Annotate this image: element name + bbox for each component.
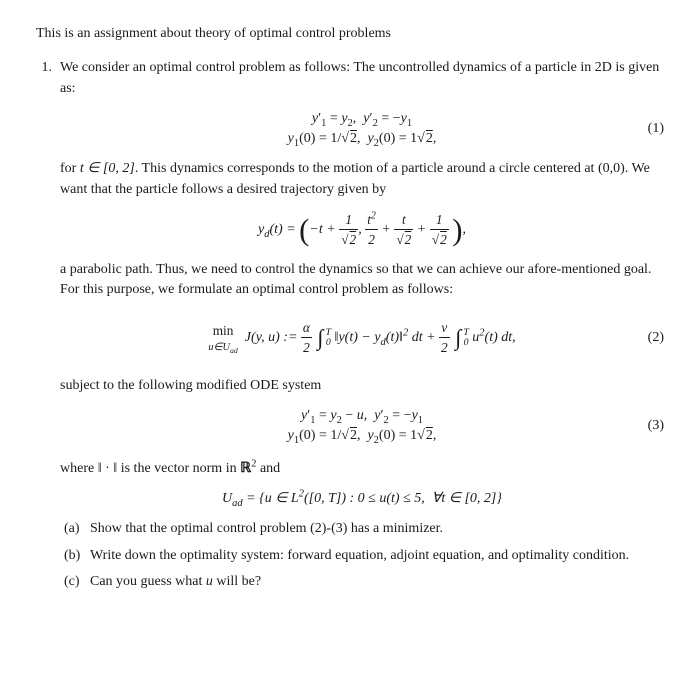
- paragraph-5: where ‖ · ‖ is the vector norm in ℝ2 and: [60, 457, 664, 479]
- equation-3: y′1 = y2 − u, y′2 = −y1 y1(0) = 1/√2, y2…: [60, 406, 664, 447]
- eq-number-1: (1): [648, 119, 664, 139]
- subitem-c-num: (c): [64, 572, 84, 592]
- lead-paragraph: We consider an optimal control problem a…: [60, 58, 664, 99]
- paragraph-2: for t ∈ [0, 2]. This dynamics correspond…: [60, 159, 664, 200]
- problem-number: 1.: [36, 58, 52, 592]
- paragraph-4: subject to the following modified ODE sy…: [60, 376, 664, 396]
- subitem-b-text: Write down the optimality system: forwar…: [90, 546, 629, 566]
- subitem-c: (c) Can you guess what u will be?: [64, 572, 664, 592]
- equation-yd: yd(t) = (−t + 1√2, t22 + t√2 + 1√2 ),: [60, 210, 664, 250]
- problem-body: We consider an optimal control problem a…: [60, 58, 664, 592]
- equation-1: y′1 = y2, y′2 = −y1 y1(0) = 1/√2, y2(0) …: [60, 109, 664, 150]
- subitem-b-num: (b): [64, 546, 84, 566]
- subitem-a-num: (a): [64, 519, 84, 539]
- eq-number-3: (3): [648, 416, 664, 436]
- subitem-b: (b) Write down the optimality system: fo…: [64, 546, 664, 566]
- eq-number-2: (2): [648, 328, 664, 348]
- equation-2: min u∈Uad J(y, u) := α2 ∫T0 ‖y(t) − yd(t…: [60, 318, 664, 358]
- intro-text: This is an assignment about theory of op…: [36, 24, 664, 44]
- problem-1: 1. We consider an optimal control proble…: [36, 58, 664, 592]
- subitem-a-text: Show that the optimal control problem (2…: [90, 519, 443, 539]
- paragraph-3: a parabolic path. Thus, we need to contr…: [60, 260, 664, 301]
- equation-uad: Uad = {u ∈ L2([0, T]) : 0 ≤ u(t) ≤ 5, ∀t…: [60, 489, 664, 509]
- subitem-c-text: Can you guess what u will be?: [90, 572, 261, 592]
- subitem-a: (a) Show that the optimal control proble…: [64, 519, 664, 539]
